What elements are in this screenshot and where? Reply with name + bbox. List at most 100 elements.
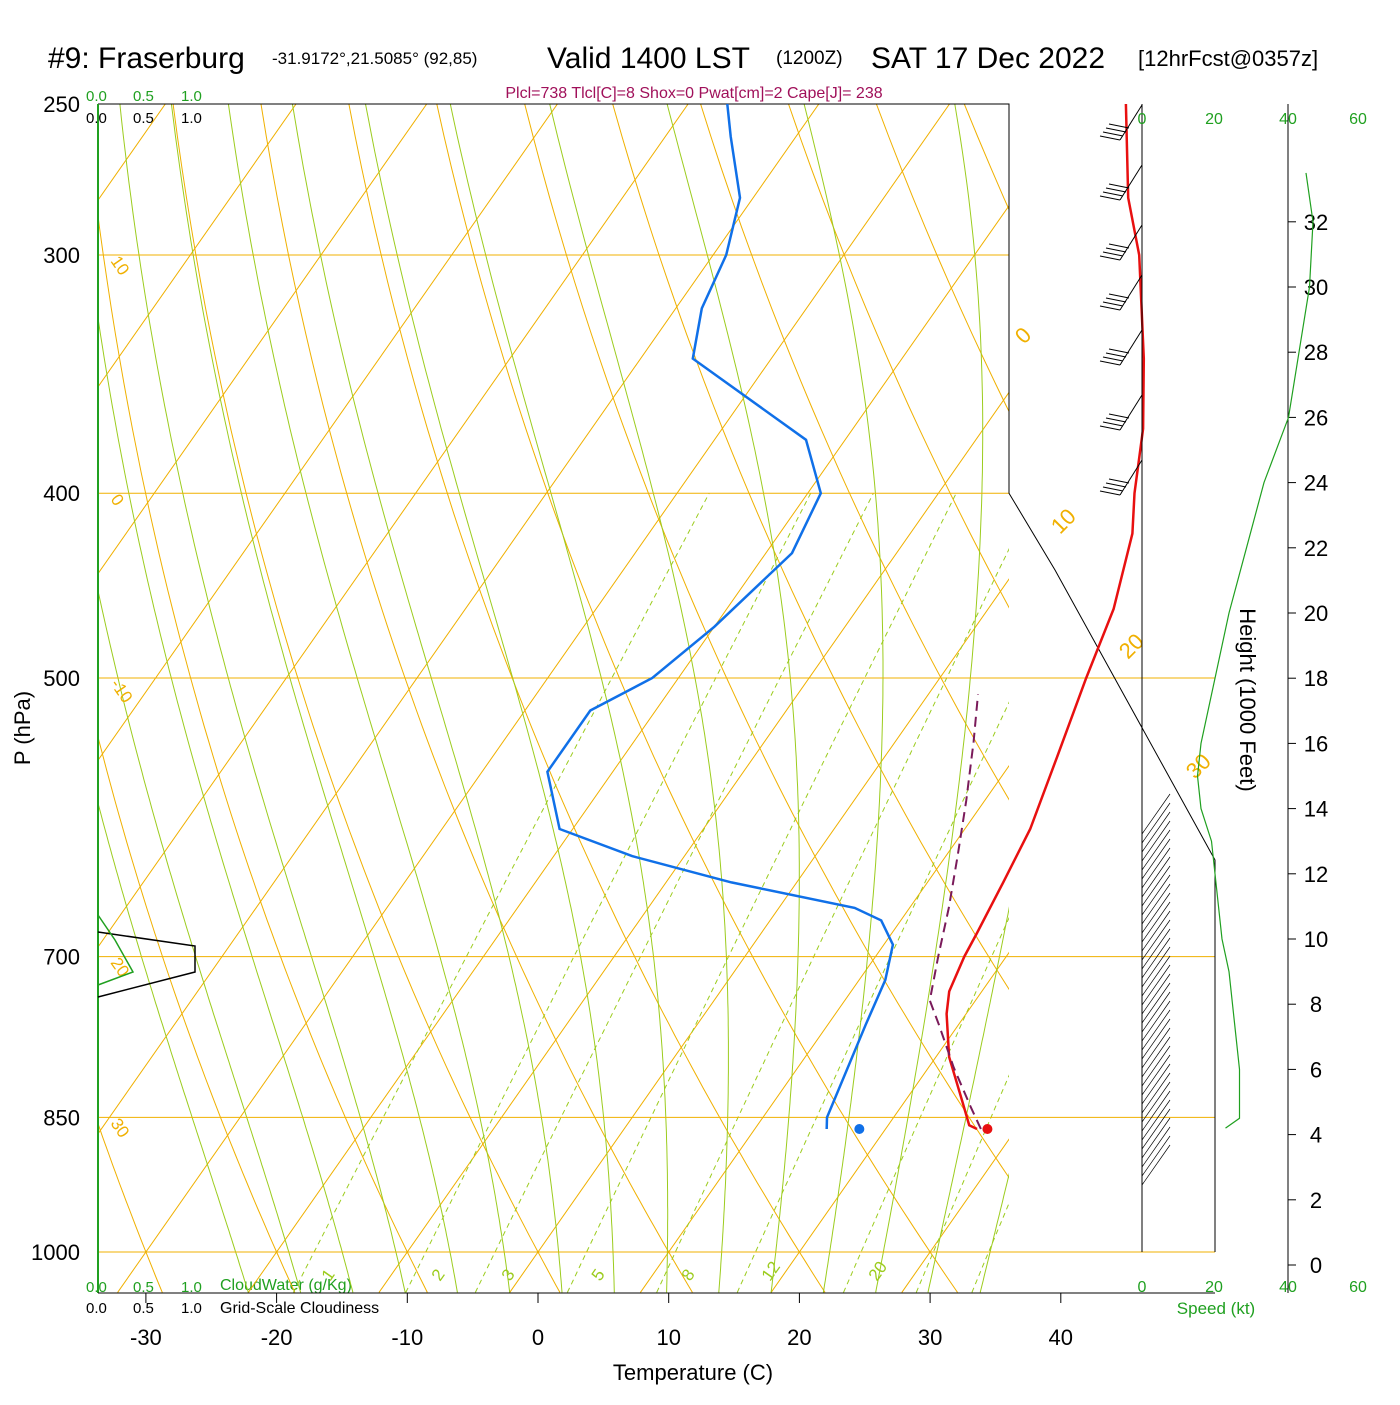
speed-tick-top: 20 xyxy=(1205,111,1223,128)
wind-barb-feather xyxy=(1100,491,1120,495)
x-axis-title: Temperature (C) xyxy=(613,1360,773,1385)
dry-adiabat xyxy=(0,70,30,1292)
wind-barb xyxy=(1142,1037,1170,1077)
wind-barb xyxy=(1120,165,1142,200)
dry-adiabat xyxy=(0,70,162,1292)
wind-barb xyxy=(1142,965,1170,1005)
mixing-ratio-line xyxy=(737,493,1108,1292)
speed-label: Speed (kt) xyxy=(1177,1299,1255,1318)
cloudwater-tick-0: 0.0 xyxy=(86,88,107,105)
moist-adiabat xyxy=(443,70,668,1292)
wind-barb xyxy=(1120,330,1142,365)
pressure-label: 850 xyxy=(43,1105,80,1130)
wind-barb xyxy=(1142,902,1170,942)
wind-barb xyxy=(1120,460,1142,495)
moist-adiabat xyxy=(117,70,406,1292)
wind-barb-feather xyxy=(1109,294,1129,298)
isotherm xyxy=(379,70,1235,1292)
pressure-label: 1000 xyxy=(31,1240,80,1265)
mixing-ratio-line xyxy=(294,493,710,1292)
wind-barb xyxy=(1142,1136,1170,1176)
wind-barb xyxy=(1120,275,1142,310)
height-tick-label: 0 xyxy=(1310,1253,1322,1278)
cloudiness-bottom-tick-0: 0.0 xyxy=(86,1300,107,1317)
height-tick-label: 16 xyxy=(1304,731,1328,756)
pressure-label: 250 xyxy=(43,92,80,117)
wind-barb xyxy=(1142,992,1170,1032)
pressure-label: 400 xyxy=(43,481,80,506)
wind-barb-feather xyxy=(1109,349,1129,353)
wind-barb-feather xyxy=(1106,483,1126,487)
height-label: Height (1000 Feet) xyxy=(1235,608,1260,791)
mixing-ratio-line xyxy=(844,493,1203,1292)
wind-barb xyxy=(1142,1055,1170,1095)
height-tick-label: 8 xyxy=(1310,992,1322,1017)
wind-barb-feather xyxy=(1106,188,1126,192)
dry-adiabat xyxy=(256,70,693,1292)
wind-barb xyxy=(1142,938,1170,978)
cloudiness-bottom-tick-1: 0.5 xyxy=(133,1300,154,1317)
indices-line: Plcl=738 Tlcl[C]=8 Shox=0 Pwat[cm]=2 Cap… xyxy=(505,85,882,102)
speed-tick-top: 60 xyxy=(1349,111,1367,128)
speed-tick-top: 0 xyxy=(1138,111,1147,128)
wind-barb-feather xyxy=(1103,422,1123,426)
wind-barb-feather xyxy=(1103,132,1123,136)
wind-barb xyxy=(1142,1109,1170,1149)
height-tick-label: 4 xyxy=(1310,1123,1322,1148)
height-tick-label: 32 xyxy=(1304,210,1328,235)
parcel-line xyxy=(930,694,981,1129)
mixing-ratio-line xyxy=(657,493,1036,1292)
wind-barb xyxy=(1142,1028,1170,1068)
isotherm-label: 10 xyxy=(1046,504,1081,539)
wind-barb-feather xyxy=(1100,306,1120,310)
speed-tick-bottom: 0 xyxy=(1138,1279,1147,1296)
wind-barb xyxy=(1142,803,1170,843)
x-tick-label: -20 xyxy=(261,1325,293,1350)
wind-barb xyxy=(1142,974,1170,1014)
valid-time: Valid 1400 LST xyxy=(547,42,750,75)
isotherm xyxy=(248,70,1104,1292)
x-tick-label: 20 xyxy=(787,1325,811,1350)
height-tick-label: 28 xyxy=(1304,340,1328,365)
wind-barb-feather xyxy=(1103,487,1123,491)
mixing-ratio-label: 20 xyxy=(865,1258,891,1284)
wind-barb xyxy=(1142,794,1170,834)
height-tick-label: 12 xyxy=(1304,862,1328,887)
wind-barb-feather xyxy=(1103,252,1123,256)
wind-barb-feather xyxy=(1103,357,1123,361)
pressure-label: 700 xyxy=(43,945,80,970)
wind-barb xyxy=(1142,920,1170,960)
x-tick-label: -10 xyxy=(391,1325,423,1350)
wind-barb-feather xyxy=(1100,256,1120,260)
moist-adiabat xyxy=(167,70,457,1292)
wind-barb xyxy=(1142,884,1170,924)
wind-barb xyxy=(1142,929,1170,969)
wind-barb xyxy=(1142,1064,1170,1104)
wind-barb xyxy=(1142,839,1170,879)
wind-barb-feather xyxy=(1106,248,1126,252)
moist-adiabat xyxy=(876,70,983,1292)
wind-barb xyxy=(1142,821,1170,861)
height-tick-label: 26 xyxy=(1304,405,1328,430)
height-tick-label: 2 xyxy=(1310,1188,1322,1213)
wind-barb xyxy=(1142,893,1170,933)
height-tick-label: 20 xyxy=(1304,601,1328,626)
speed-tick-bottom: 20 xyxy=(1205,1279,1223,1296)
mixing-ratio-line xyxy=(475,493,873,1292)
cloudwater-tick-1: 0.5 xyxy=(133,88,154,105)
x-tick-label: 30 xyxy=(918,1325,942,1350)
dry-adiabat xyxy=(1038,70,1400,1292)
background-grid xyxy=(0,70,1400,1293)
surface-temperature-point xyxy=(982,1124,992,1134)
wind-barb xyxy=(1142,1019,1170,1059)
wind-barb-feather xyxy=(1103,302,1123,306)
mixing-ratio-label: 3 xyxy=(498,1266,519,1285)
speed-tick-bottom: 60 xyxy=(1349,1279,1367,1296)
wind-barb-feather xyxy=(1103,192,1123,196)
wind-barb-feather xyxy=(1109,184,1129,188)
isotherm xyxy=(0,70,189,1292)
cloudwater-tick-2: 1.0 xyxy=(181,88,202,105)
x-tick-label: 0 xyxy=(532,1325,544,1350)
dry-adiabat xyxy=(1385,70,1400,1292)
